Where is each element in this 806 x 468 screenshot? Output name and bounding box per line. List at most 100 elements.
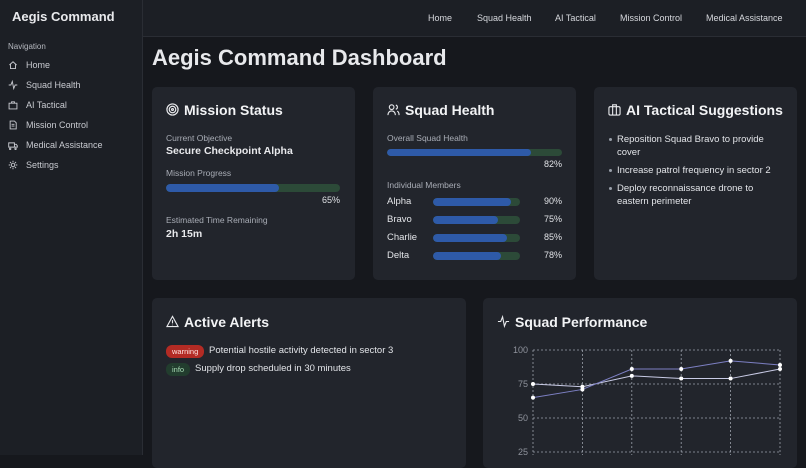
data-point <box>778 362 782 367</box>
data-point <box>778 367 782 372</box>
ai-tactical-card <box>594 87 797 280</box>
active-alerts-card <box>152 298 466 468</box>
data-point <box>728 376 733 381</box>
health-track <box>433 234 520 242</box>
squad-health-card <box>373 87 576 280</box>
progress-fill <box>387 149 531 156</box>
member-health: 90% <box>543 196 562 206</box>
label: Estimated Time Remaining <box>166 215 268 225</box>
icon-shape <box>9 61 17 70</box>
y-tick-label: 25 <box>518 447 528 455</box>
bullet <box>609 138 612 141</box>
card-title: Active Alerts <box>184 314 270 330</box>
card-title: AI Tactical Suggestions <box>626 102 783 118</box>
health-track <box>433 252 520 260</box>
member-name: Charlie <box>387 232 418 243</box>
target-icon <box>166 103 179 116</box>
activity-icon <box>497 315 510 328</box>
progress-track <box>166 184 340 192</box>
icon-shape <box>9 120 17 130</box>
label: Overall Squad Health <box>387 133 468 143</box>
sidebar <box>0 0 143 455</box>
card-title: Squad Performance <box>515 314 648 330</box>
sidebar-icon <box>8 142 18 150</box>
progress-fill <box>433 234 507 242</box>
squad-performance-card <box>483 298 797 468</box>
member-name: Alpha <box>387 196 412 207</box>
bullet <box>609 169 612 172</box>
nav-link[interactable]: AI Tactical <box>555 13 596 23</box>
label: Individual Members <box>387 180 461 190</box>
member-name: Delta <box>387 250 410 261</box>
nav-link[interactable]: Home <box>428 13 453 23</box>
data-point <box>629 373 634 378</box>
icon-shape <box>8 80 18 90</box>
data-point <box>531 382 535 386</box>
suggestion: Deploy reconnaissance drone to eastern p… <box>617 183 754 207</box>
health-track <box>433 216 520 224</box>
card-title: Squad Health <box>405 102 495 118</box>
suggestion: Reposition Squad Bravo to provide cover <box>617 134 764 158</box>
brand: Aegis Command <box>12 9 115 24</box>
member-health: 78% <box>543 250 562 260</box>
mission-status-card <box>152 87 355 280</box>
label: Mission Progress <box>166 168 232 178</box>
member-name: Bravo <box>387 214 412 225</box>
briefcase-icon <box>608 104 621 116</box>
health-track <box>433 198 520 206</box>
sidebar-item[interactable]: Mission Control <box>26 120 89 130</box>
top-bar <box>143 0 806 37</box>
users-icon <box>387 104 400 116</box>
sidebar-icon <box>8 80 18 90</box>
progress-fill <box>433 216 499 224</box>
data-point <box>580 387 585 392</box>
sidebar-item[interactable]: AI Tactical <box>26 100 67 110</box>
y-tick-label: 75 <box>518 379 528 389</box>
sidebar-item[interactable]: Squad Health <box>26 80 81 90</box>
icon-shape <box>8 101 18 110</box>
sidebar-icon <box>9 120 17 130</box>
sidebar-icon <box>8 160 18 170</box>
line-chart: 25 50 75 100 <box>513 345 782 455</box>
member-health: 85% <box>543 232 562 242</box>
data-point <box>531 395 535 400</box>
progress-value: 82% <box>543 159 562 169</box>
sidebar-item[interactable]: Settings <box>26 160 59 170</box>
sidebar-item[interactable]: Home <box>26 60 51 70</box>
card-title: Mission Status <box>184 102 283 118</box>
alert-badge: warning <box>166 345 205 358</box>
alert-badge: info <box>166 363 191 376</box>
icon-shape <box>8 142 18 150</box>
series-line <box>532 360 781 399</box>
nav-link[interactable]: Squad Health <box>477 13 532 23</box>
progress-fill <box>433 252 501 260</box>
icon-shape <box>8 160 18 170</box>
data-point <box>629 367 634 372</box>
nav-link[interactable]: Medical Assistance <box>706 13 783 23</box>
data-point <box>728 358 733 363</box>
suggestion: Increase patrol frequency in sector 2 <box>617 165 771 176</box>
alert-icon <box>166 315 179 328</box>
y-tick-label: 50 <box>518 413 528 423</box>
progress-track <box>387 149 562 156</box>
progress-value: 65% <box>321 195 340 205</box>
member-health: 75% <box>543 214 562 224</box>
sidebar-icon <box>8 101 18 110</box>
alert-message: Supply drop scheduled in 30 minutes <box>195 363 351 374</box>
y-tick-label: 100 <box>513 345 528 355</box>
label: Current Objective <box>166 133 233 143</box>
sidebar-icon <box>9 61 17 70</box>
sidebar-section: Navigation <box>8 42 46 51</box>
time-remaining: 2h 15m <box>166 228 203 240</box>
series-line <box>532 368 781 388</box>
objective: Secure Checkpoint Alpha <box>166 145 293 157</box>
bullet <box>609 187 612 190</box>
nav-link[interactable]: Mission Control <box>620 13 683 23</box>
data-point <box>679 376 684 381</box>
alert-message: Potential hostile activity detected in s… <box>209 345 394 356</box>
sidebar-item[interactable]: Medical Assistance <box>26 140 103 150</box>
progress-fill <box>166 184 280 192</box>
page-title: Aegis Command Dashboard <box>152 45 447 70</box>
